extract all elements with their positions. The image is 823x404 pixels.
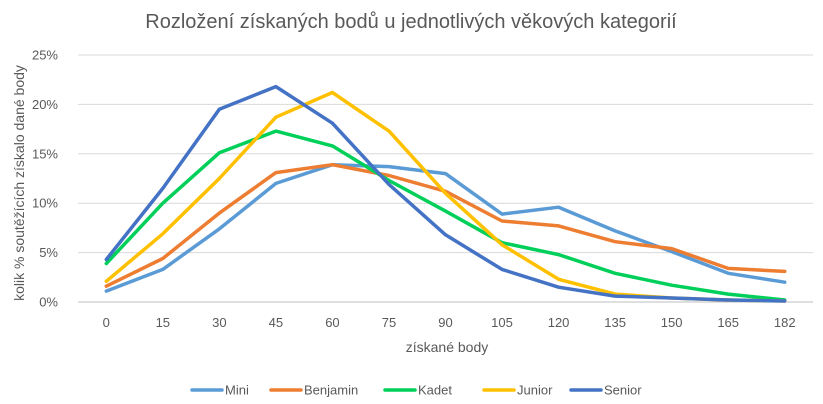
y-axis-ticks: 0% 5% 10% 15% 20% 25%	[32, 48, 58, 310]
gridlines	[78, 54, 813, 303]
legend-label: Senior	[604, 383, 642, 398]
legend-label: Kadet	[418, 383, 452, 398]
x-tick-label: 150	[661, 315, 683, 330]
chart-title: Rozložení získaných bodů u jednotlivých …	[145, 11, 677, 33]
series-line-mini	[104, 162, 787, 293]
x-tick-label: 30	[212, 315, 226, 330]
x-tick-label: 120	[548, 315, 570, 330]
y-axis-label: kolik % soutěžících získalo dané body	[11, 65, 27, 301]
y-tick-label: 20%	[32, 97, 58, 112]
x-tick-label: 165	[717, 315, 739, 330]
legend: Mini Benjamin Kadet Junior Senior	[190, 383, 642, 398]
legend-label: Junior	[517, 383, 553, 398]
y-tick-label: 15%	[32, 146, 58, 161]
x-tick-label: 60	[325, 315, 339, 330]
series-lines	[104, 84, 787, 303]
y-tick-label: 25%	[32, 48, 58, 63]
y-tick-label: 10%	[32, 196, 58, 211]
x-tick-label: 182	[774, 315, 796, 330]
x-tick-label: 15	[156, 315, 170, 330]
x-tick-label: 0	[103, 315, 110, 330]
y-tick-label: 0%	[39, 295, 58, 310]
series-line-kadet	[104, 129, 787, 302]
y-tick-label: 5%	[39, 245, 58, 260]
x-tick-label: 90	[438, 315, 452, 330]
legend-label: Mini	[225, 383, 249, 398]
series-line-senior	[104, 84, 787, 303]
x-tick-label: 135	[604, 315, 626, 330]
x-axis-ticks: 0 15 30 45 60 75 90 105 120 135 150 165 182	[103, 315, 796, 330]
series-line-benjamin	[104, 162, 787, 288]
x-tick-label: 75	[382, 315, 396, 330]
x-tick-label: 105	[491, 315, 513, 330]
legend-label: Benjamin	[304, 383, 358, 398]
x-tick-label: 45	[269, 315, 283, 330]
x-axis-label: získané body	[406, 339, 489, 355]
